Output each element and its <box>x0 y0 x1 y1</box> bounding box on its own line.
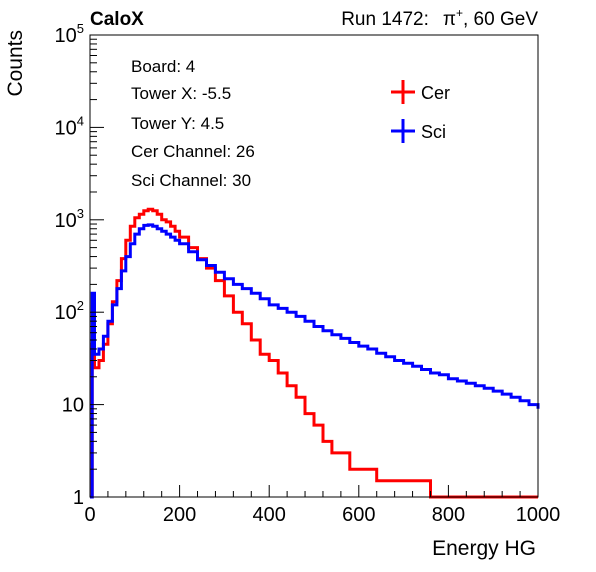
y-tick-label: 104 <box>55 113 84 139</box>
y-tick-label: 105 <box>55 21 84 47</box>
x-tick-label: 200 <box>163 504 196 526</box>
info-board: Board: 4 <box>131 57 195 76</box>
series-group <box>90 207 540 499</box>
x-tick-label: 800 <box>432 504 465 526</box>
y-tick-label: 1 <box>73 487 84 509</box>
y-tick-label: 103 <box>55 206 84 232</box>
info-cer-channel: Cer Channel: 26 <box>131 142 255 161</box>
y-axis-title: Counts <box>4 30 27 97</box>
run-info: Run 1472: π+, 60 GeV <box>341 6 538 30</box>
brand-label: CaloX <box>90 9 144 30</box>
ticks-group: 0 200 400 600 800 1000 1 10 102 103 104 105 <box>55 21 561 526</box>
legend: Cer Sci <box>391 80 450 143</box>
legend-marker-sci <box>391 119 415 143</box>
info-sci-channel: Sci Channel: 30 <box>131 171 251 190</box>
series-line-sci <box>90 223 540 499</box>
plot-frame <box>89 34 539 498</box>
info-box: Board: 4 Tower X: -5.5 Tower Y: 4.5 Cer … <box>131 57 255 190</box>
y-tick-label: 10 <box>62 395 84 417</box>
legend-label-cer: Cer <box>421 83 450 103</box>
beam-charge: + <box>456 6 463 20</box>
info-tower-x: Tower X: -5.5 <box>131 84 231 103</box>
y-tick-label: 102 <box>55 298 84 324</box>
beam-energy: , 60 GeV <box>463 9 538 30</box>
info-tower-y: Tower Y: 4.5 <box>131 114 224 133</box>
beam-particle: π <box>443 9 456 30</box>
x-tick-label: 0 <box>84 504 95 526</box>
legend-marker-cer <box>391 80 415 104</box>
x-tick-label: 1000 <box>516 504 561 526</box>
run-label: Run 1472: <box>341 9 429 30</box>
legend-label-sci: Sci <box>421 122 446 142</box>
x-axis-title: Energy HG <box>432 537 536 560</box>
x-tick-label: 400 <box>253 504 286 526</box>
x-tick-label: 600 <box>342 504 375 526</box>
series-line-cer <box>90 207 538 499</box>
